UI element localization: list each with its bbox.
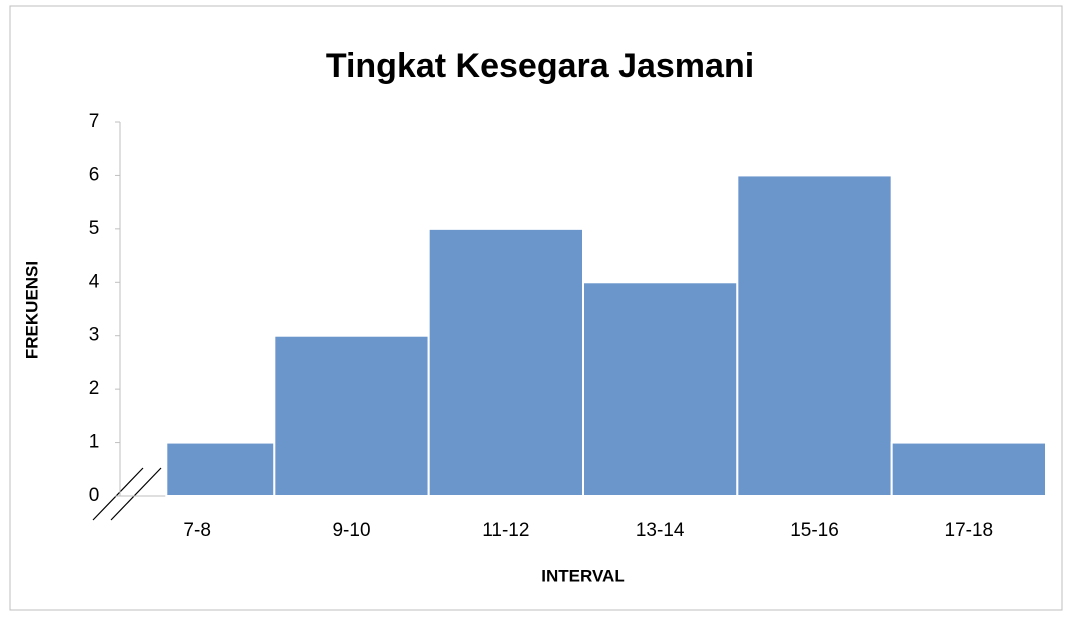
x-tick-label: 17-18 <box>945 520 994 541</box>
bar <box>736 174 893 498</box>
y-tick-label: 0 <box>89 485 100 506</box>
x-axis-label: INTERVAL <box>541 566 624 585</box>
axis-break <box>92 467 162 521</box>
x-tick-label: 9-10 <box>332 520 370 541</box>
x-tick-label: 7-8 <box>183 520 210 541</box>
y-tick-label: 7 <box>89 111 100 132</box>
y-tick-label: 4 <box>89 271 100 292</box>
y-tick-label: 6 <box>89 164 100 185</box>
break-mark <box>92 467 144 521</box>
bar <box>427 227 584 497</box>
x-tick-label: 13-14 <box>636 520 685 541</box>
y-tick-label: 5 <box>89 218 100 239</box>
y-axis-label: FREKUENSI <box>22 261 41 359</box>
y-tick-label: 1 <box>89 432 100 453</box>
x-tick-label: 15-16 <box>790 520 839 541</box>
break-mark <box>110 467 162 521</box>
bar <box>582 281 739 497</box>
bar <box>165 441 276 498</box>
y-tick-label: 3 <box>89 325 100 346</box>
bar <box>890 441 1048 498</box>
y-tick-label: 2 <box>89 378 100 399</box>
chart-title: Tingkat Kesegara Jasmani <box>326 47 754 85</box>
x-tick-label: 11-12 <box>482 520 529 541</box>
bar <box>273 334 430 498</box>
